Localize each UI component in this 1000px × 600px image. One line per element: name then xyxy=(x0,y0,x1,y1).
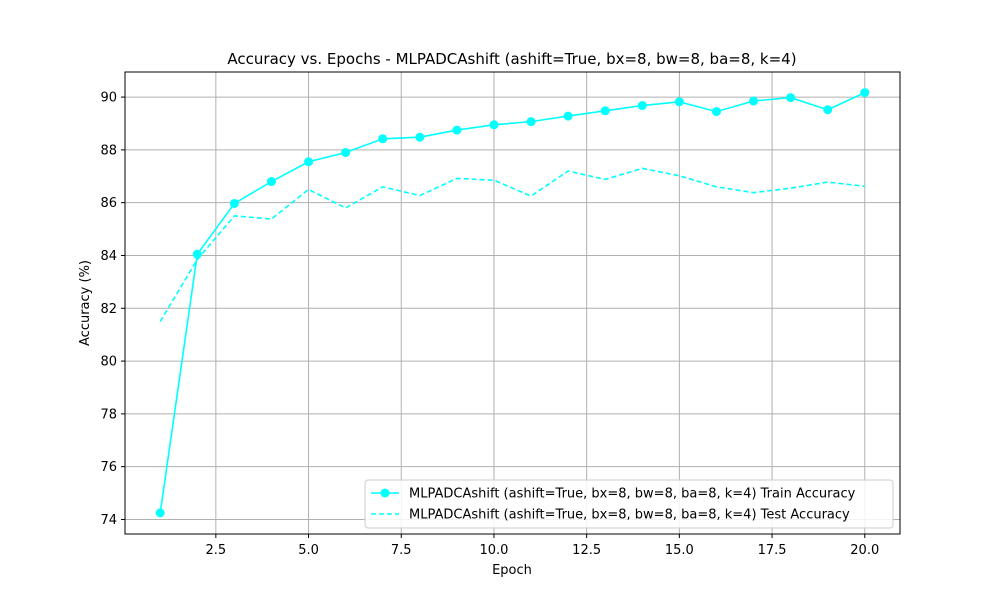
y-tick-label: 80 xyxy=(100,355,117,370)
train-accuracy-point xyxy=(304,157,314,167)
series-layer xyxy=(155,88,870,518)
legend-test-label: MLPADCAshift (ashift=True, bx=8, bw=8, b… xyxy=(409,508,850,523)
train-accuracy-point xyxy=(749,96,759,106)
x-tick-label: 2.5 xyxy=(206,543,227,558)
train-accuracy-point xyxy=(823,105,833,115)
train-accuracy-point xyxy=(674,97,684,107)
y-axis-label: Accuracy (%) xyxy=(78,260,93,346)
train-accuracy-point xyxy=(192,249,202,259)
ticks: 2.5 5.0 7.5 10.0 12.5 15.0 17.5 20.0 74 76 78 80 82 8… xyxy=(100,91,879,558)
y-tick-label: 76 xyxy=(100,460,117,475)
x-tick-label: 20.0 xyxy=(850,543,879,558)
legend-train-marker xyxy=(380,488,390,498)
train-accuracy-point xyxy=(786,93,796,103)
train-accuracy-point xyxy=(266,177,276,187)
train-accuracy-line xyxy=(159,91,866,513)
train-accuracy-point xyxy=(452,125,462,135)
y-tick-label: 90 xyxy=(100,91,117,106)
train-accuracy-point xyxy=(378,134,388,144)
y-tick-label: 82 xyxy=(100,302,117,317)
grid xyxy=(125,72,900,534)
legend-train-label: MLPADCAshift (ashift=True, bx=8, bw=8, b… xyxy=(409,487,856,502)
train-accuracy-point xyxy=(526,117,536,127)
train-accuracy-point xyxy=(415,132,425,142)
test-accuracy-line xyxy=(159,167,865,322)
train-accuracy-point xyxy=(637,101,647,111)
y-tick-label: 78 xyxy=(100,407,117,422)
x-tick-label: 12.5 xyxy=(572,543,601,558)
train-accuracy-point xyxy=(489,120,499,130)
legend-box xyxy=(364,479,894,529)
x-tick-label: 5.0 xyxy=(298,543,319,558)
x-tick-label: 7.5 xyxy=(391,543,412,558)
train-accuracy-point xyxy=(600,106,610,116)
x-axis-label: Epoch xyxy=(492,563,532,578)
x-tick-label: 10.0 xyxy=(479,543,508,558)
train-accuracy-point xyxy=(860,88,870,98)
train-accuracy-point xyxy=(563,111,573,121)
y-tick-label: 88 xyxy=(100,143,117,158)
chart-title: Accuracy vs. Epochs - MLPADCAshift (ashi… xyxy=(227,50,796,68)
train-accuracy-point xyxy=(229,198,239,208)
train-accuracy-point xyxy=(155,508,165,518)
x-tick-label: 15.0 xyxy=(665,543,694,558)
x-tick-label: 17.5 xyxy=(758,543,787,558)
legend: MLPADCAshift (ashift=True, bx=8, bw=8, b… xyxy=(364,479,894,529)
train-accuracy-point xyxy=(341,148,351,158)
y-tick-label: 84 xyxy=(100,249,117,264)
plot-frame xyxy=(124,71,901,535)
y-tick-label: 86 xyxy=(100,196,117,211)
train-accuracy-point xyxy=(711,107,721,117)
y-tick-label: 74 xyxy=(100,513,117,528)
